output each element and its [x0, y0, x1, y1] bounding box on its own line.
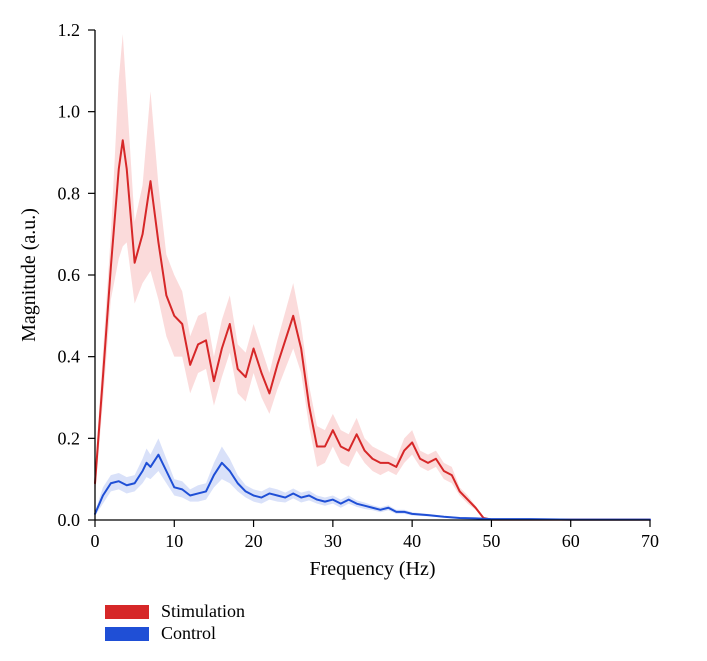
- x-tick-label: 10: [165, 531, 183, 551]
- x-tick-label: 70: [641, 531, 659, 551]
- legend-label: Stimulation: [161, 601, 245, 621]
- y-tick-label: 0.6: [58, 265, 81, 285]
- y-tick-label: 0.2: [58, 428, 81, 448]
- x-tick-label: 20: [245, 531, 263, 551]
- y-axis-label: Magnitude (a.u.): [18, 208, 40, 342]
- legend-swatch: [105, 627, 149, 641]
- y-tick-label: 0.0: [58, 510, 81, 530]
- y-tick-label: 0.8: [58, 183, 81, 203]
- x-tick-label: 50: [482, 531, 500, 551]
- y-tick-label: 1.0: [58, 102, 81, 122]
- legend-label: Control: [161, 623, 216, 643]
- x-tick-label: 60: [562, 531, 580, 551]
- spectrum-chart: 0 10 20 30 40 50 60 70 0.0 0.2 0.4 0.6 0.8 1.0 1.2 Freq…: [0, 0, 707, 661]
- x-tick-label: 0: [91, 531, 100, 551]
- x-tick-label: 40: [403, 531, 421, 551]
- x-axis-label: Frequency (Hz): [309, 558, 435, 580]
- y-tick-label: 0.4: [58, 347, 81, 367]
- y-tick-label: 1.2: [58, 20, 81, 40]
- x-tick-label: 30: [324, 531, 342, 551]
- legend-swatch: [105, 605, 149, 619]
